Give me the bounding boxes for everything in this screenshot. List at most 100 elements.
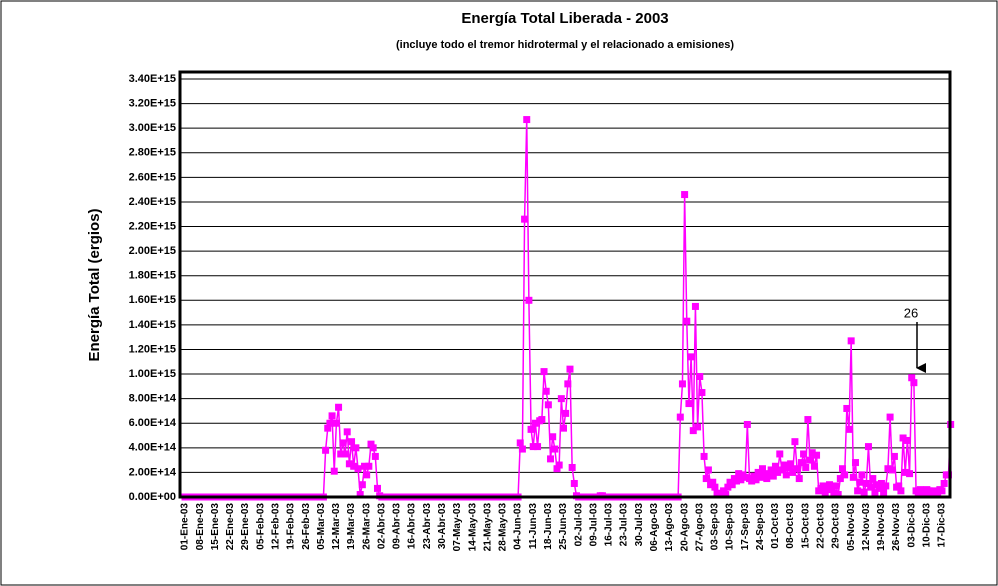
data-point: [743, 420, 751, 428]
data-point: [722, 491, 730, 499]
data-point: [720, 487, 728, 495]
data-point: [903, 436, 911, 444]
x-tick-label: 02-Abr-03: [376, 503, 387, 550]
data-point: [763, 475, 771, 483]
chart-subtitle: (incluye todo el tremor hidrotermal y el…: [396, 39, 734, 51]
x-tick-label: 26-Nov-03: [891, 503, 902, 551]
data-point: [549, 433, 557, 441]
data-point: [741, 473, 749, 481]
data-point: [525, 296, 533, 304]
y-tick-label: 3.40E+15: [129, 73, 176, 85]
data-point: [689, 427, 697, 435]
x-tick-label: 26-Mar-03: [361, 503, 372, 550]
data-point: [328, 412, 336, 420]
data-point: [352, 444, 360, 452]
data-point: [709, 478, 717, 486]
x-tick-label: 05-Nov-03: [846, 503, 857, 551]
data-point: [531, 419, 539, 427]
data-point: [847, 337, 855, 345]
x-tick-label: 09-Abr-03: [392, 503, 403, 550]
data-point: [348, 438, 356, 446]
data-point: [867, 483, 875, 491]
x-tick-label: 28-May-03: [498, 503, 509, 552]
x-tick-label: 29-Oct-03: [831, 503, 842, 549]
data-point: [354, 465, 362, 473]
data-point: [369, 444, 377, 452]
data-point: [339, 439, 347, 447]
data-point: [767, 466, 775, 474]
data-point: [335, 403, 343, 411]
x-tick-label: 17-Dic-03: [937, 503, 948, 548]
data-point: [568, 463, 576, 471]
x-tick-label: 09-Jul-03: [588, 503, 599, 547]
data-point: [748, 477, 756, 485]
chart-title: Energía Total Liberada - 2003: [461, 10, 668, 27]
y-tick-label: 1.00E+15: [129, 368, 176, 380]
data-point: [733, 477, 741, 485]
data-point: [862, 479, 870, 487]
data-point: [332, 419, 340, 427]
y-tick-label: 2.80E+15: [129, 147, 176, 159]
x-tick-label: 11-Jun-03: [528, 503, 539, 550]
data-point: [873, 481, 881, 489]
x-tick-label: 26-Feb-03: [301, 503, 312, 550]
data-point: [858, 471, 866, 479]
data-point: [700, 452, 708, 460]
x-tick-label: 14-May-03: [467, 503, 478, 552]
data-point: [880, 488, 888, 496]
y-tick-label: 2.40E+15: [129, 196, 176, 208]
data-point: [358, 481, 366, 489]
x-tick-label: 04-Jun-03: [513, 503, 524, 550]
data-point: [698, 389, 706, 396]
data-point: [750, 472, 758, 480]
data-point: [343, 428, 351, 436]
data-point: [888, 466, 896, 474]
data-point: [735, 470, 743, 478]
x-tick-label: 21-May-03: [482, 503, 493, 552]
x-tick-label: 23-Abr-03: [422, 503, 433, 550]
data-point: [895, 482, 903, 490]
data-point: [813, 451, 821, 459]
x-tick-label: 10-Dic-03: [922, 503, 933, 548]
data-point: [810, 462, 818, 470]
data-point: [361, 462, 369, 470]
x-tick-label: 05-Mar-03: [316, 503, 327, 550]
y-tick-label: 1.80E+15: [129, 270, 176, 282]
data-point: [910, 379, 918, 387]
data-point: [797, 459, 805, 467]
data-point: [544, 401, 552, 409]
data-point: [516, 439, 524, 447]
y-tick-label: 2.00E+15: [129, 245, 176, 257]
data-point: [685, 400, 693, 408]
x-tick-label: 22-Ene-03: [225, 503, 236, 551]
data-point: [944, 471, 952, 479]
data-point: [784, 463, 792, 471]
data-point: [789, 468, 797, 476]
data-point: [795, 475, 803, 483]
data-point: [899, 434, 907, 442]
data-point: [841, 471, 849, 479]
y-tick-label: 2.20E+15: [129, 220, 176, 232]
data-point: [771, 462, 779, 470]
data-point: [761, 470, 769, 478]
data-point: [553, 465, 561, 473]
x-tick-label: 17-Sep-03: [740, 503, 751, 551]
data-point: [683, 317, 691, 325]
x-tick-label: 27-Ago-03: [694, 503, 705, 552]
data-point: [845, 425, 853, 433]
x-tick-label: 15-Ene-03: [210, 503, 221, 551]
data-point: [871, 489, 879, 497]
data-point: [836, 475, 844, 483]
y-tick-label: 1.40E+15: [129, 319, 176, 331]
data-point: [350, 462, 358, 470]
data-point: [843, 404, 851, 412]
data-point: [906, 470, 914, 478]
data-point: [691, 302, 699, 310]
y-tick-label: 2.60E+15: [129, 171, 176, 183]
y-axis-label: Energía Total (ergios): [86, 208, 103, 361]
data-point: [778, 466, 786, 474]
x-tick-label: 15-Oct-03: [800, 503, 811, 549]
data-point: [724, 483, 732, 491]
data-point: [696, 373, 704, 381]
